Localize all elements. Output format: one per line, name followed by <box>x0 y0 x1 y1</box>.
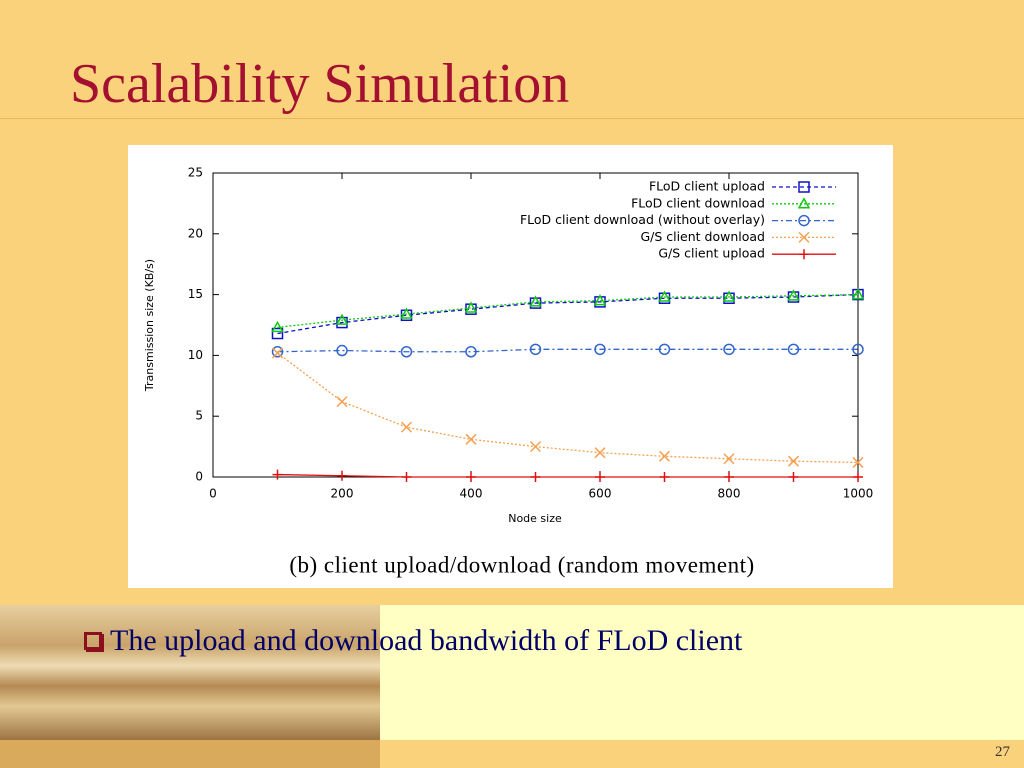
bullet-icon <box>84 632 102 650</box>
page-number: 27 <box>995 744 1010 760</box>
x-tick-label: 1000 <box>843 487 874 501</box>
x-tick-label: 400 <box>460 487 483 501</box>
y-tick-label: 25 <box>188 166 203 180</box>
marker <box>594 343 606 356</box>
marker <box>335 313 349 325</box>
series-line <box>277 473 858 478</box>
marker <box>723 453 735 465</box>
marker <box>852 343 864 356</box>
x-tick-label: 600 <box>589 487 612 501</box>
marker <box>797 197 811 209</box>
marker <box>465 433 477 445</box>
marker <box>658 290 671 302</box>
marker <box>659 472 670 482</box>
legend-label: FLoD client upload <box>649 179 765 194</box>
marker <box>271 327 284 340</box>
bullet: The upload and download bandwidth of FLo… <box>84 624 742 658</box>
bullet-box <box>380 605 1024 740</box>
marker <box>466 472 476 482</box>
marker <box>529 295 542 307</box>
marker <box>787 289 800 301</box>
marker <box>401 472 412 482</box>
marker <box>851 288 865 300</box>
series-line <box>277 348 858 353</box>
title-rule <box>0 118 1024 119</box>
marker <box>465 346 477 358</box>
marker <box>787 343 800 356</box>
marker <box>336 396 348 408</box>
chart-background <box>128 145 893 588</box>
legend-label: G/S client download <box>640 229 765 244</box>
marker <box>271 347 284 359</box>
marker <box>798 231 810 243</box>
marker <box>529 343 542 356</box>
legend-label: G/S client upload <box>658 246 765 261</box>
bottom-band <box>0 740 380 768</box>
y-tick-label: 20 <box>188 226 203 240</box>
slide-title: Scalability Simulation <box>70 53 570 115</box>
y-tick-label: 10 <box>188 348 203 362</box>
marker <box>272 469 283 480</box>
marker <box>529 441 542 453</box>
marker <box>722 290 736 302</box>
marker <box>658 450 671 462</box>
marker <box>337 470 347 481</box>
marker <box>724 472 734 482</box>
marker <box>787 455 800 467</box>
x-axis-label: Node size <box>508 512 562 525</box>
y-axis-label: Transmission size (KB/s) <box>143 259 156 392</box>
marker <box>336 316 348 329</box>
marker <box>400 307 413 319</box>
marker <box>723 343 735 356</box>
legend-label: FLoD client download (without overlay) <box>520 212 765 227</box>
marker <box>799 249 809 260</box>
marker <box>798 214 810 227</box>
chart-caption: (b) client upload/download (random movem… <box>289 552 754 577</box>
series-line <box>277 293 859 335</box>
marker <box>798 181 810 193</box>
bullet-text: The upload and download bandwidth of FLo… <box>110 624 743 657</box>
marker <box>271 320 284 333</box>
marker <box>853 472 863 482</box>
marker <box>595 472 605 482</box>
y-tick-label: 5 <box>195 409 203 423</box>
paper-image <box>0 605 380 740</box>
legend-label: FLoD client download <box>631 195 765 210</box>
y-tick-label: 15 <box>188 287 203 301</box>
x-tick-label: 0 <box>209 487 217 501</box>
series-line <box>277 352 859 464</box>
marker <box>464 301 478 313</box>
series-line <box>277 293 859 329</box>
marker <box>788 472 799 482</box>
y-tick-label: 0 <box>195 470 203 484</box>
x-tick-label: 800 <box>718 487 741 501</box>
marker <box>593 294 607 306</box>
x-tick-label: 200 <box>331 487 354 501</box>
marker <box>530 472 541 482</box>
marker <box>594 447 606 459</box>
marker <box>400 421 413 433</box>
marker <box>658 343 671 356</box>
marker <box>271 346 284 358</box>
marker <box>400 346 413 358</box>
marker <box>852 456 864 468</box>
marker <box>336 344 348 357</box>
